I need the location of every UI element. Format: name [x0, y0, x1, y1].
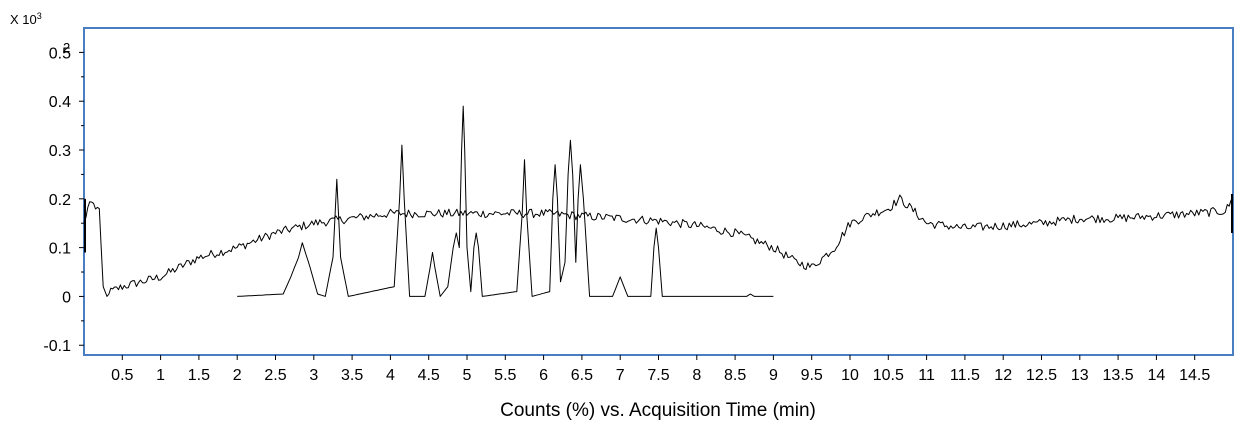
x-tick-label: 5.5	[494, 367, 516, 384]
plot-area: -0.100.10.20.30.40.5 0.5 1 1.5 2 2.5 3 3.5 4 4.5…	[43, 27, 1234, 384]
y-multiplier-label: X 103	[10, 11, 42, 27]
x-tick-label: 5	[463, 367, 472, 384]
y-tick-label: 0.2	[49, 192, 71, 209]
x-tick-label: 9.5	[801, 367, 823, 384]
y-axis-ticks: -0.1 0 0.1 0.2 0.3 0.4 0.5	[43, 45, 84, 355]
x-tick-label: 13	[1071, 367, 1089, 384]
x-tick-label: 10	[841, 367, 859, 384]
x-tick-label: 8.5	[724, 367, 746, 384]
x-tick-label: 8	[692, 367, 701, 384]
y-tick-label: 0.5	[49, 45, 71, 62]
plot-frame	[83, 27, 1234, 356]
y-tick-label: 0	[62, 289, 71, 306]
x-tick-label: 13.5	[1103, 367, 1134, 384]
series-group	[83, 105, 1234, 297]
y-tick-label: 0.4	[49, 94, 71, 111]
x-tick-label: 7	[616, 367, 625, 384]
x-tick-label: 12	[994, 367, 1012, 384]
y-tick-label: 0.3	[49, 143, 71, 160]
x-tick-label: 2	[233, 367, 242, 384]
x-tick-label: 11.5	[950, 367, 980, 384]
x-tick-label: 14.5	[1179, 367, 1210, 384]
x-tick-label: 14	[1148, 367, 1166, 384]
y-multiplier-exponent: 3	[37, 11, 42, 21]
x-tick-label: 3	[309, 367, 318, 384]
x-tick-label: 4	[386, 367, 395, 384]
x-tick-label: 6.5	[571, 367, 593, 384]
x-tick-label: 11	[918, 367, 935, 384]
series-line-peaks	[237, 105, 774, 297]
y-tick-label: -0.1	[43, 338, 71, 355]
x-tick-label: 0.5	[111, 367, 133, 384]
x-tick-label: 7.5	[647, 367, 669, 384]
x-tick-label: 9	[769, 367, 778, 384]
series-line-baseline	[83, 194, 1234, 297]
x-tick-label: 3.5	[341, 367, 363, 384]
y-tick-label: 0.1	[49, 241, 71, 258]
x-tick-label: 10.5	[873, 367, 904, 384]
x-tick-label: 1.5	[188, 367, 210, 384]
x-tick-label: 4.5	[418, 367, 440, 384]
x-axis-title: Counts (%) vs. Acquisition Time (min)	[500, 400, 816, 421]
x-tick-label: 12.5	[1026, 367, 1057, 384]
x-axis-ticks: 0.5 1 1.5 2 2.5 3 3.5 4 4.5 5 5.5 6 6.5 7 7.5 8 8.5 9 9.5 1…	[111, 355, 1210, 384]
x-tick-label: 6	[539, 367, 548, 384]
x-tick-label: 2.5	[264, 367, 286, 384]
top-tick-extra: 2	[63, 40, 70, 55]
x-tick-label: 1	[156, 367, 165, 384]
